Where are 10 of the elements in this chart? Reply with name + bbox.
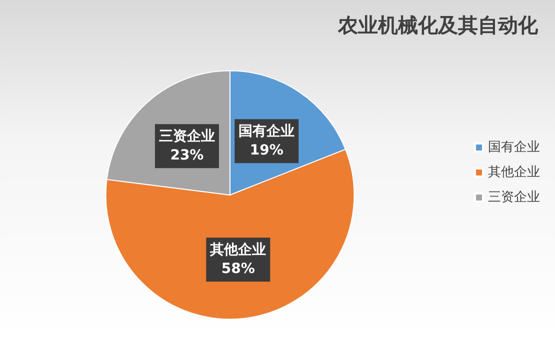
legend-label: 国有企业 xyxy=(488,140,540,155)
data-label: 23% xyxy=(170,148,204,164)
legend-label: 三资企业 xyxy=(488,190,540,205)
chart-title: 农业机械化及其自动化 xyxy=(337,13,539,37)
slice-label: 国有企业 xyxy=(238,124,295,140)
data-label: 58% xyxy=(221,261,255,278)
slice-label: 其他企业 xyxy=(209,242,266,258)
data-label: 19% xyxy=(250,142,284,159)
slice-label: 三资企业 xyxy=(158,128,215,145)
legend-label: 其他企业 xyxy=(488,165,540,180)
